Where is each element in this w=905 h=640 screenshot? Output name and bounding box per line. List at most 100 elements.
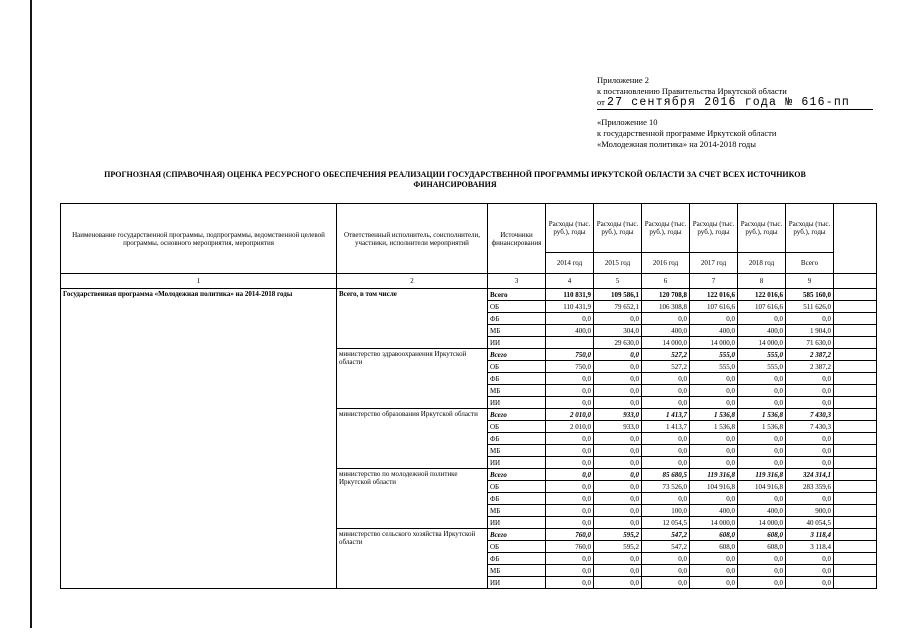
amount-cell: 122 016,6 [737,288,786,301]
funding-source-cell: Всего [487,288,546,301]
col-header-year: 2015 год [593,252,642,274]
amount-cell: 555,0 [689,360,738,373]
amount-cell: 0,0 [593,456,642,469]
program-ref-line: к государственной программе Иркутской об… [597,128,777,139]
amount-cell: 595,2 [593,528,642,541]
document-title: ПРОГНОЗНАЯ (СПРАВОЧНАЯ) ОЦЕНКА РЕСУРСНОГ… [58,170,852,190]
decree-line: к постановлению Правительства Иркутской … [597,85,787,96]
funding-source-cell: МБ [487,564,546,577]
amount-cell: 0,0 [593,348,642,361]
amount-cell: 0,0 [545,372,594,385]
amount-cell: 0,0 [593,516,642,529]
funding-source-cell: ОБ [487,360,546,373]
amount-cell: 0,0 [641,384,690,397]
amount-cell: 0,0 [689,384,738,397]
amount-cell: 1 904,0 [785,324,834,337]
amount-cell: 0,0 [593,564,642,577]
funding-source-cell: ФБ [487,552,546,565]
amount-cell: 2 387,2 [785,360,834,373]
empty-right-cell [833,528,877,541]
scan-edge-line [30,0,32,628]
amount-cell: 304,0 [593,324,642,337]
amount-cell [545,336,594,349]
amount-cell: 0,0 [737,552,786,565]
amount-cell: 120 708,8 [641,288,690,301]
amount-cell: 73 526,0 [641,480,690,493]
column-number-cell: 7 [689,273,738,289]
amount-cell: 0,0 [785,492,834,505]
amount-cell: 0,0 [689,456,738,469]
empty-right-cell [833,384,877,397]
column-number-cell: 2 [336,273,488,289]
amount-cell: 3 118,4 [785,528,834,541]
amount-cell: 71 630,0 [785,336,834,349]
amount-cell: 760,0 [545,528,594,541]
amount-cell: 0,0 [545,576,594,589]
column-number-cell: 8 [737,273,786,289]
col-header-year: 2014 год [545,252,594,274]
amount-cell: 14 000,0 [737,336,786,349]
empty-right-cell [833,372,877,385]
amount-cell: 608,0 [689,540,738,553]
amount-cell: 0,0 [737,444,786,457]
amount-cell: 79 652,1 [593,300,642,313]
amount-cell: 1 413,7 [641,420,690,433]
amount-cell: 0,0 [545,504,594,517]
amount-cell: 527,2 [641,348,690,361]
funding-source-cell: ИИ [487,456,546,469]
date-prefix: от [597,96,605,107]
amount-cell: 0,0 [593,552,642,565]
funding-source-cell: Всего [487,348,546,361]
amount-cell: 0,0 [593,432,642,445]
funding-source-cell: ОБ [487,480,546,493]
amount-cell: 12 054,5 [641,516,690,529]
funding-source-cell: МБ [487,384,546,397]
amount-cell: 0,0 [737,492,786,505]
empty-right-cell [833,444,877,457]
title-line-1: ПРОГНОЗНАЯ (СПРАВОЧНАЯ) ОЦЕНКА РЕСУРСНОГ… [104,170,806,179]
amount-cell: 104 916,8 [689,480,738,493]
amount-cell: 400,0 [545,324,594,337]
amount-cell: 0,0 [641,396,690,409]
amount-cell: 0,0 [545,552,594,565]
empty-right-cell [833,540,877,553]
column-number-cell: 3 [487,273,546,289]
appendix-header: Приложение 2 к постановлению Правительст… [597,75,873,150]
amount-cell: 608,0 [689,528,738,541]
amount-cell: 0,0 [641,576,690,589]
amount-cell: 3 118,4 [785,540,834,553]
amount-cell: 119 316,8 [689,468,738,481]
program-name-cell: Государственная программа «Молодежная по… [60,288,337,589]
empty-right-cell [833,576,877,589]
header-row-labels: Наименование государственной программы, … [60,203,877,274]
amount-cell: 0,0 [785,564,834,577]
funding-source-cell: ФБ [487,312,546,325]
amount-cell: 0,0 [593,444,642,457]
appendix-number-line: Приложение 2 [597,75,649,85]
empty-right-cell [833,312,877,325]
amount-cell: 0,0 [737,372,786,385]
amount-cell: 1 536,8 [737,420,786,433]
table-row: министерство по молодежной политике Ирку… [61,468,877,529]
funding-source-cell: МБ [487,504,546,517]
table-row: ФБ 0,0 0,0 0,0 0,0 0,0 0,0 [61,432,877,445]
amount-cell: 0,0 [545,312,594,325]
amount-cell: 0,0 [689,444,738,457]
amount-cell: 7 430,3 [785,408,834,421]
amount-cell: 0,0 [545,384,594,397]
amount-cell: 0,0 [641,312,690,325]
amount-cell: 0,0 [785,312,834,325]
amount-cell: 7 430,3 [785,420,834,433]
amount-cell: 2 010,0 [545,420,594,433]
amount-cell: 0,0 [641,552,690,565]
amount-cell: 400,0 [689,504,738,517]
amount-cell: 585 160,0 [785,288,834,301]
amount-cell: 0,0 [641,564,690,577]
executor-cell: Всего, в том числе [336,288,488,349]
amount-cell: 0,0 [689,396,738,409]
table-row: ФБ 0,0 0,0 0,0 0,0 0,0 0,0 [61,372,877,385]
empty-right-cell [833,552,877,565]
empty-right-cell [833,360,877,373]
empty-right-cell [833,288,877,301]
amount-cell: 14 000,0 [641,336,690,349]
